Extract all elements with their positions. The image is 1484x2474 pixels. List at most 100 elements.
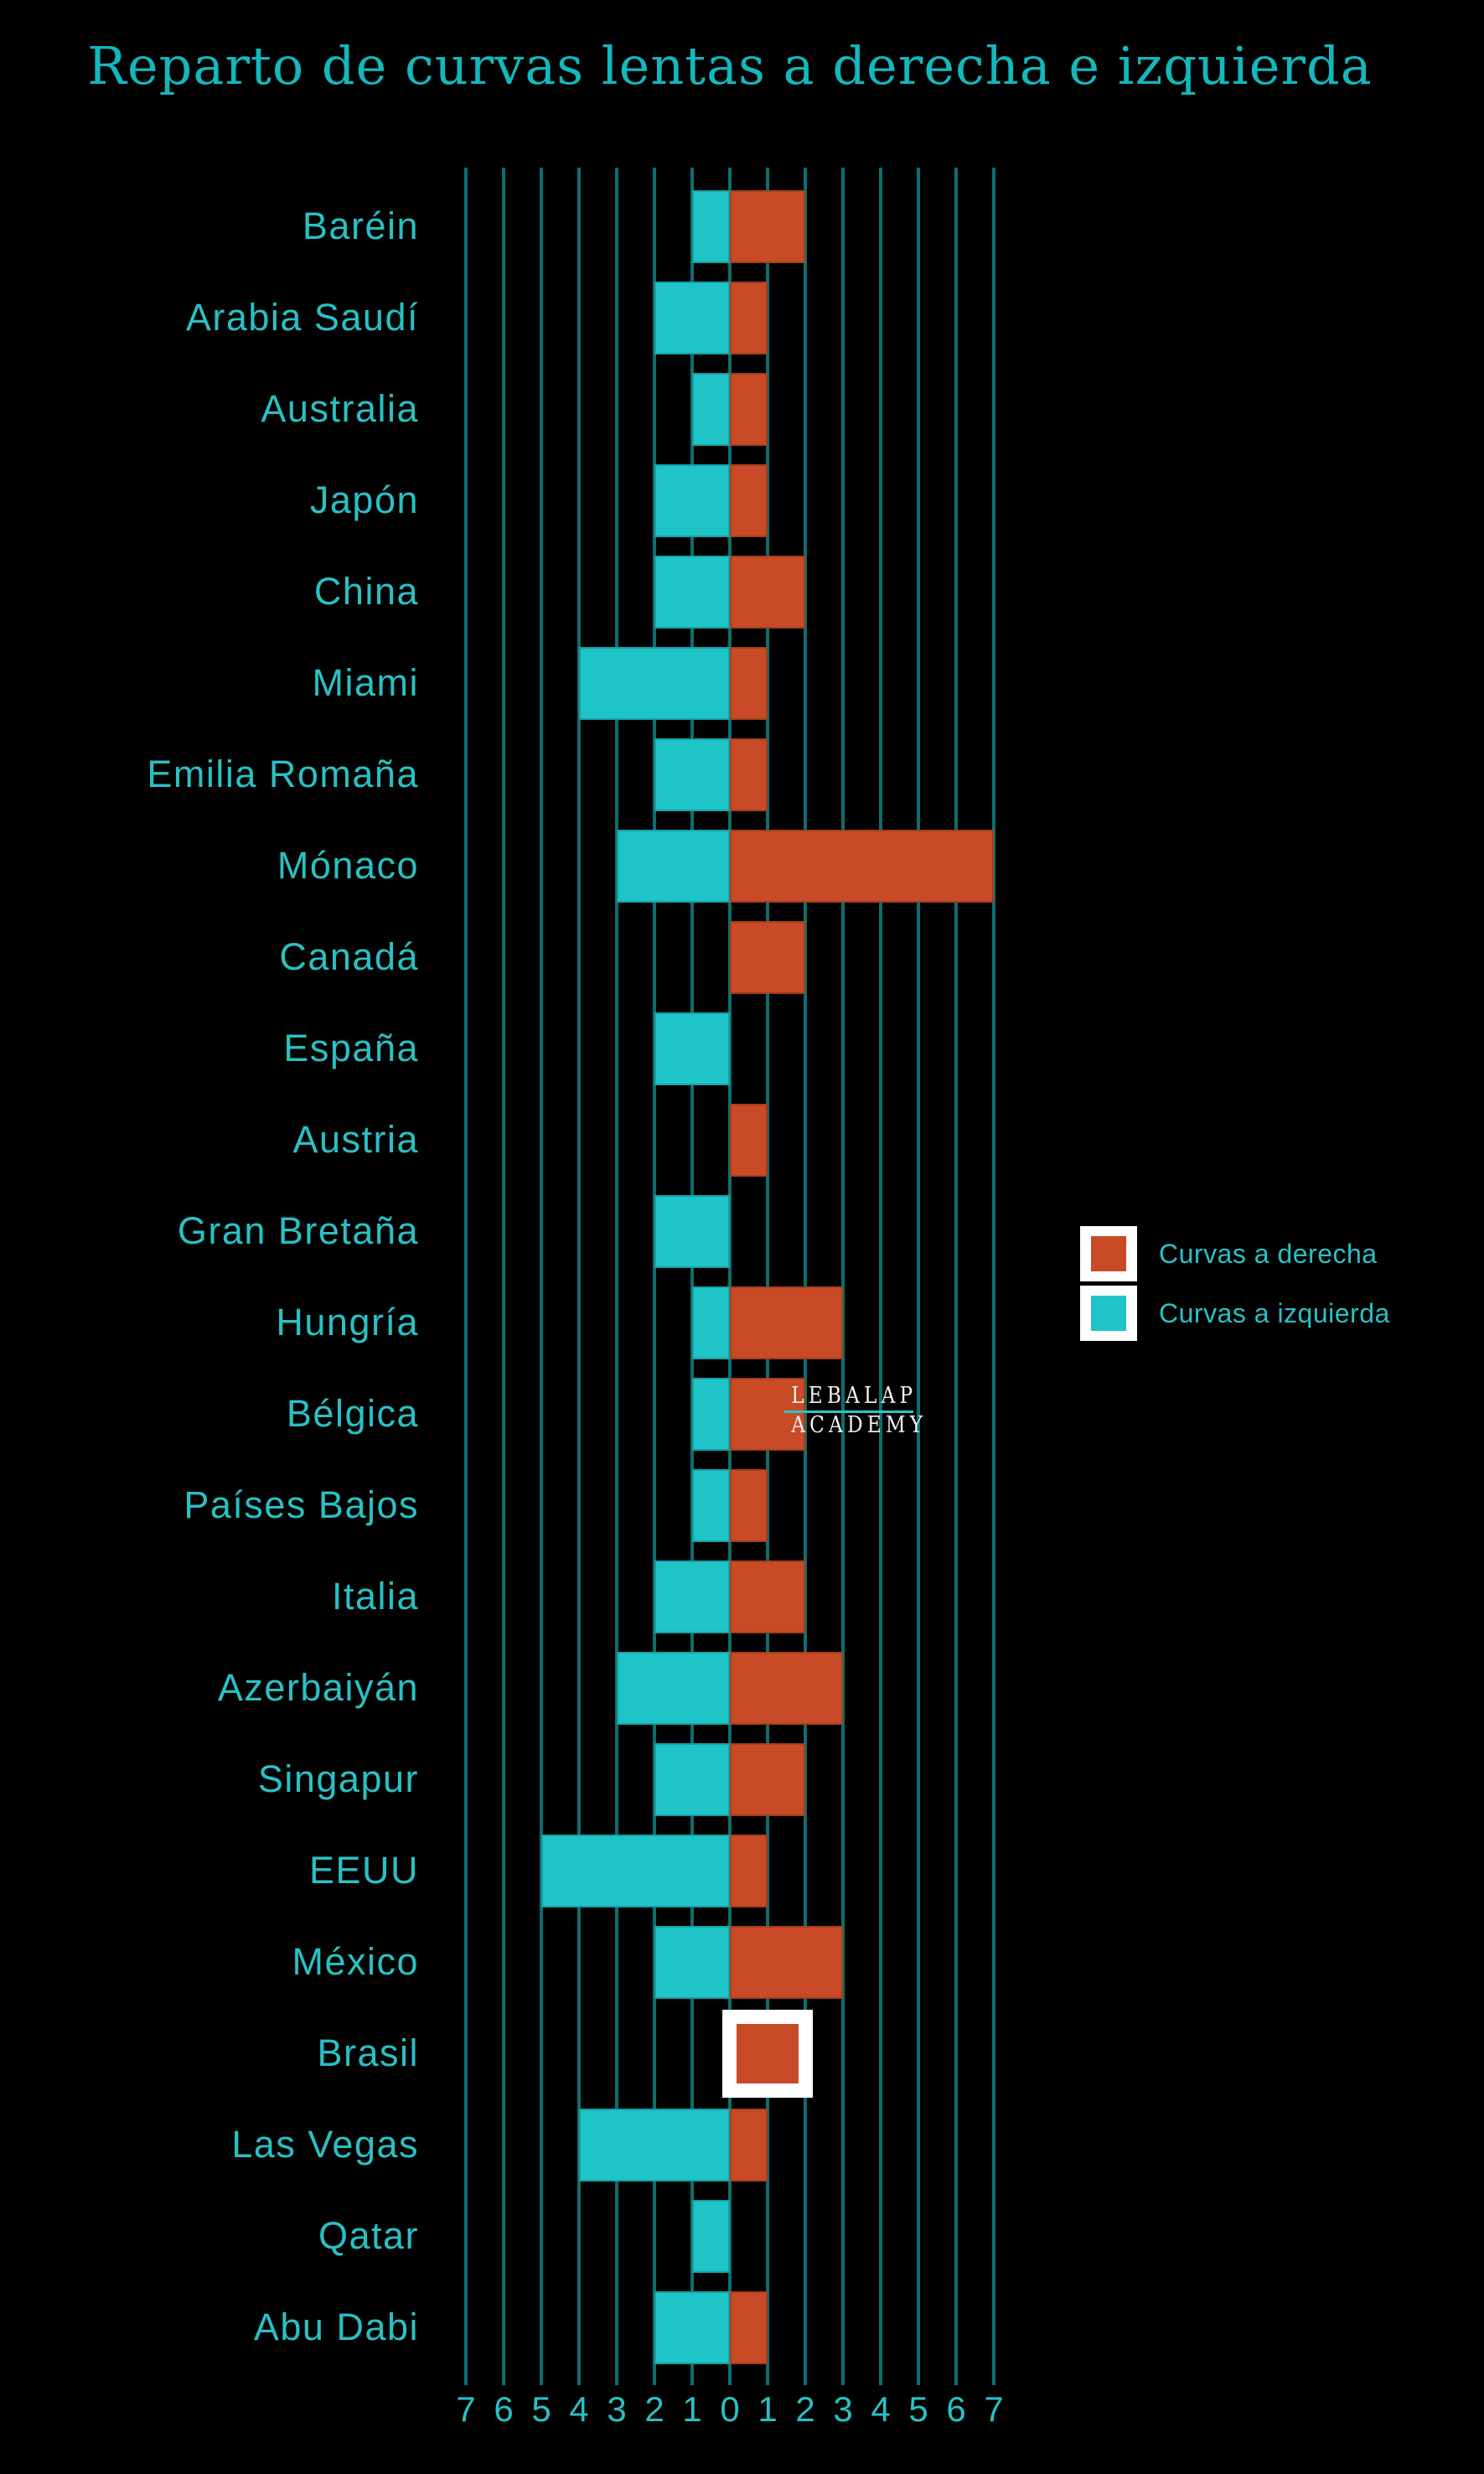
category-label: Gran Bretaña <box>177 1209 419 1252</box>
axis-tick-label: 0 <box>720 2389 740 2429</box>
legend-label: Curvas a derecha <box>1159 1239 1378 1269</box>
category-label: Emilia Romaña <box>147 753 419 795</box>
watermark-divider <box>784 1410 913 1413</box>
bar-left-EEUU <box>541 1834 730 1907</box>
category-label: Hungría <box>276 1301 419 1343</box>
axis-tick-label: 4 <box>569 2389 589 2429</box>
gridline <box>766 168 769 2385</box>
category-label: Canadá <box>279 935 419 978</box>
axis-tick-label: 7 <box>984 2389 1004 2429</box>
category-label: Japón <box>309 479 419 521</box>
bar-left-España <box>654 1012 730 1085</box>
bar-left-Bélgica <box>692 1377 730 1451</box>
gridline <box>464 168 468 2385</box>
bar-left-Emilia Romaña <box>654 738 730 811</box>
gridline <box>577 168 581 2385</box>
axis-tick-label: 1 <box>758 2389 778 2429</box>
category-label: España <box>283 1027 419 1069</box>
bar-right-Azerbaiyán <box>730 1651 843 1725</box>
bar-left-Baréin <box>692 189 730 263</box>
bar-right-Baréin <box>730 189 805 263</box>
gridline <box>540 168 543 2385</box>
bar-right-Canadá <box>730 920 805 994</box>
legend-swatch-frame <box>1080 1286 1137 1341</box>
bar-left-Australia <box>692 372 730 446</box>
axis-tick-label: 3 <box>607 2389 627 2429</box>
category-label: Australia <box>261 387 419 430</box>
axis-tick-label: 6 <box>494 2389 514 2429</box>
bar-right-Austria <box>730 1103 768 1177</box>
watermark: LEBALAP ACADEMY <box>782 1381 928 1440</box>
category-label: México <box>292 1940 419 1983</box>
gridline <box>954 168 958 2385</box>
bar-right-Bélgica <box>730 1377 805 1451</box>
category-label: Azerbaiyán <box>217 1666 419 1709</box>
category-label: Miami <box>312 661 419 704</box>
bar-left-Países Bajos <box>692 1468 730 1542</box>
gridline <box>841 168 845 2385</box>
category-label: Países Bajos <box>184 1483 419 1526</box>
bar-left-Las Vegas <box>579 2108 730 2182</box>
bar-right-Singapur <box>730 1742 805 1816</box>
bar-right-Arabia Saudí <box>730 281 768 355</box>
gridline <box>879 168 882 2385</box>
axis-tick-label: 3 <box>833 2389 853 2429</box>
category-label: EEUU <box>308 1849 419 1892</box>
axis-tick-label: 2 <box>795 2389 815 2429</box>
category-label: Singapur <box>257 1757 419 1800</box>
category-label: Arabia Saudí <box>185 296 419 339</box>
axis-tick-label: 2 <box>644 2389 664 2429</box>
bar-left-Japón <box>654 463 730 537</box>
category-label: Baréin <box>302 204 419 247</box>
gridline <box>917 168 920 2385</box>
bar-left-Mónaco <box>617 829 730 903</box>
bar-right-Países Bajos <box>730 1468 768 1542</box>
chart-title: Reparto de curvas lentas a derecha e izq… <box>87 35 1373 96</box>
bar-right-EEUU <box>730 1834 768 1907</box>
bar-right-Mónaco <box>730 829 994 903</box>
bar-left-Miami <box>579 646 730 720</box>
category-label: China <box>313 570 419 613</box>
bar-left-Hungría <box>692 1286 730 1359</box>
right-curves-swatch-icon <box>1091 1236 1126 1271</box>
bar-left-Azerbaiyán <box>617 1651 730 1725</box>
bar-right-Emilia Romaña <box>730 738 768 811</box>
axis-tick-label: 5 <box>908 2389 928 2429</box>
bar-left-Abu Dabi <box>654 2290 730 2364</box>
category-label: Bélgica <box>286 1392 419 1435</box>
bar-right-Brasil <box>737 2023 799 2083</box>
bar-right-Abu Dabi <box>730 2290 768 2364</box>
bar-right-Hungría <box>730 1286 843 1359</box>
bar-right-Japón <box>730 463 768 537</box>
category-label: Brasil <box>317 2031 419 2074</box>
gridline <box>615 168 618 2385</box>
bar-left-México <box>654 1925 730 1999</box>
gridline <box>804 168 807 2385</box>
bar-left-Qatar <box>692 2199 730 2273</box>
bar-right-Las Vegas <box>730 2108 768 2182</box>
legend-swatch-frame <box>1080 1226 1137 1281</box>
bar-left-Arabia Saudí <box>654 281 730 355</box>
category-label: Abu Dabi <box>253 2306 419 2348</box>
axis-tick-label: 5 <box>531 2389 551 2429</box>
category-label: Italia <box>331 1575 419 1617</box>
category-label: Las Vegas <box>231 2123 419 2166</box>
category-label: Qatar <box>318 2214 419 2257</box>
category-label: Mónaco <box>277 844 419 887</box>
bar-right-Miami <box>730 646 768 720</box>
bar-right-China <box>730 555 805 629</box>
bar-left-Singapur <box>654 1742 730 1816</box>
bar-left-Italia <box>654 1560 730 1633</box>
legend-label: Curvas a izquierda <box>1159 1298 1390 1328</box>
gridline <box>502 168 505 2385</box>
bar-right-Australia <box>730 372 768 446</box>
axis-tick-label: 7 <box>456 2389 476 2429</box>
watermark-line2: ACADEMY <box>791 1412 928 1438</box>
gridline <box>728 168 732 2385</box>
gridline <box>690 168 694 2385</box>
bar-right-Italia <box>730 1560 805 1633</box>
axis-tick-label: 1 <box>682 2389 702 2429</box>
bar-left-China <box>654 555 730 629</box>
watermark-line1: LEBALAP <box>791 1383 918 1409</box>
